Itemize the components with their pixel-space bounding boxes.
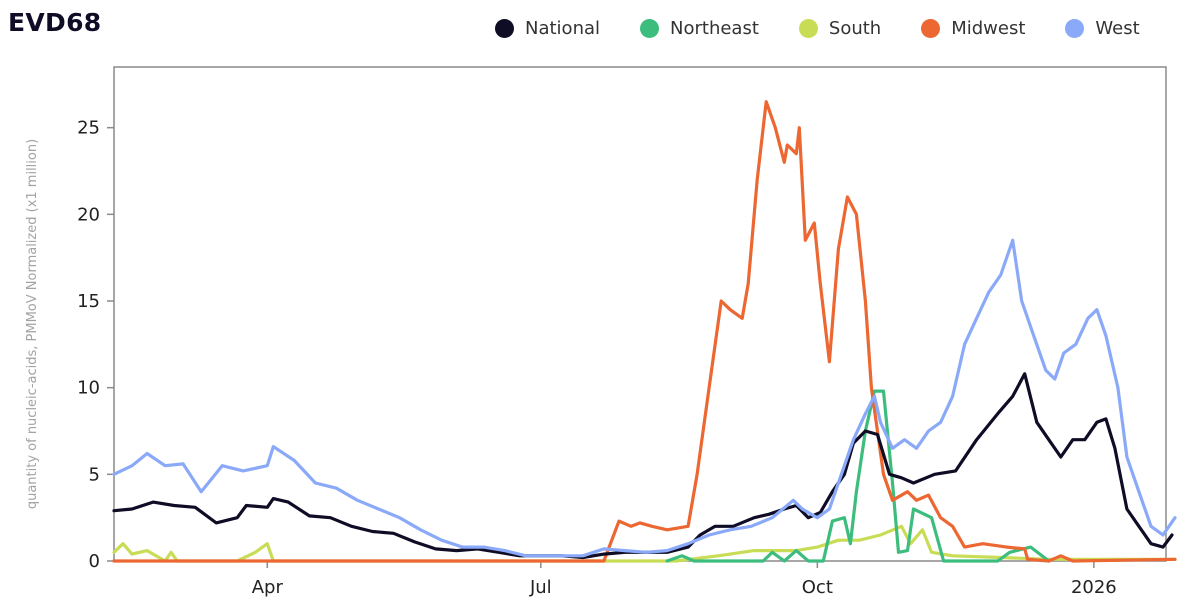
plot-area-frame bbox=[113, 66, 1167, 562]
y-tick-label: 15 bbox=[77, 291, 100, 312]
legend-label-midwest: Midwest bbox=[951, 18, 1026, 39]
y-axis: 0 5 10 15 20 25 bbox=[77, 118, 114, 572]
series-line-south bbox=[112, 524, 1177, 563]
legend-swatch-midwest bbox=[921, 19, 941, 38]
legend-label-west: West bbox=[1095, 18, 1140, 39]
legend-label-northeast: Northeast bbox=[670, 18, 759, 39]
x-tick-label: Jul bbox=[529, 577, 552, 598]
legend-item-northeast[interactable]: Northeast bbox=[640, 18, 759, 39]
chart-title: EVD68 bbox=[8, 8, 102, 37]
legend-item-national[interactable]: National bbox=[495, 18, 600, 39]
y-tick-label: 5 bbox=[89, 464, 100, 485]
x-tick-label: Apr bbox=[252, 577, 284, 598]
y-tick-label: 10 bbox=[77, 378, 100, 399]
series-lines bbox=[112, 100, 1177, 563]
legend-label-national: National bbox=[525, 18, 601, 39]
y-tick-label: 25 bbox=[77, 118, 100, 139]
series-line-northeast bbox=[665, 389, 1051, 563]
x-axis: Apr Jul Oct 2026 bbox=[252, 561, 1117, 598]
chart-legend: National Northeast South Midwest West bbox=[495, 18, 1140, 39]
y-axis-label: quantity of nucleic-acids, PMMoV Normali… bbox=[25, 139, 40, 509]
legend-swatch-south bbox=[798, 19, 818, 38]
series-line-national bbox=[112, 372, 1174, 560]
legend-swatch-west bbox=[1065, 19, 1085, 38]
series-line-midwest bbox=[112, 100, 1177, 563]
legend-label-south: South bbox=[828, 18, 882, 39]
legend-swatch-northeast bbox=[640, 19, 660, 38]
series-line-west bbox=[112, 238, 1177, 558]
x-tick-label: 2026 bbox=[1071, 577, 1117, 598]
y-tick-label: 0 bbox=[89, 551, 100, 572]
legend-item-south[interactable]: South bbox=[798, 18, 882, 39]
legend-swatch-national bbox=[495, 19, 514, 38]
legend-item-midwest[interactable]: Midwest bbox=[921, 18, 1025, 39]
legend-item-west[interactable]: West bbox=[1065, 18, 1140, 39]
y-tick-label: 20 bbox=[77, 204, 100, 225]
x-tick-label: Oct bbox=[802, 577, 833, 598]
